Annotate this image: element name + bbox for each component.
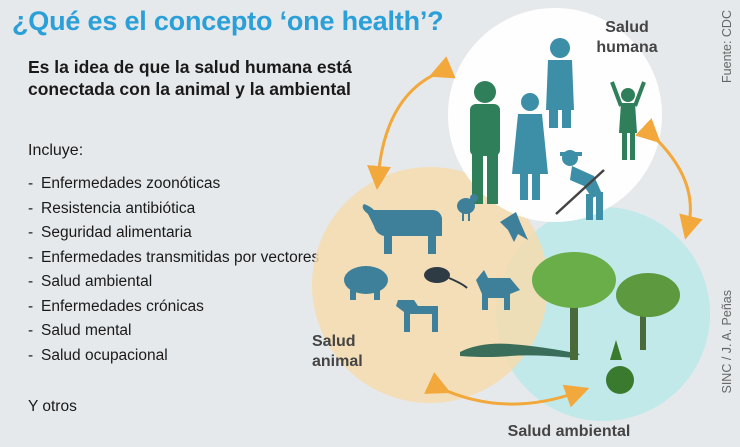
- list-item: - Salud mental: [28, 322, 132, 339]
- source-note: Fuente: CDC: [720, 10, 734, 83]
- list-item: - Enfermedades transmitidas por vectores: [28, 248, 320, 266]
- list-item: - Resistencia antibiótica: [28, 199, 196, 217]
- list-item: - Salud ambiental: [28, 273, 153, 290]
- label-animal-health: Salud animal: [312, 333, 363, 370]
- list-item: - Seguridad alimentaria: [28, 224, 192, 241]
- list-footer: Y otros: [28, 398, 77, 415]
- animals-icon: [344, 194, 580, 358]
- list-item: - Enfermedades zoonóticas: [28, 175, 221, 192]
- list-item: - Enfermedades crónicas: [28, 297, 204, 315]
- trees-icon: [532, 252, 680, 394]
- arrow-human-environment: [635, 118, 703, 240]
- credit-note: SINC / J. A. Peñas: [720, 290, 734, 394]
- page-subtitle: Es la idea de que la salud humana está c…: [28, 57, 352, 99]
- topics-list: - Enfermedades zoonóticas - Resistencia an…: [28, 174, 328, 370]
- list-item: - Salud ocupacional: [28, 346, 168, 364]
- animal-circle: [312, 167, 548, 403]
- arrow-human-animal: [367, 56, 456, 190]
- label-environment-health: Salud ambiental: [507, 423, 631, 440]
- page-title: ¿Qué es el concepto ‘one health’?: [12, 6, 444, 36]
- list-heading: Incluye:: [28, 142, 84, 159]
- people-icon: [470, 38, 646, 220]
- label-human-health: Salud humana: [596, 19, 658, 56]
- arrow-animal-environment: [424, 372, 590, 408]
